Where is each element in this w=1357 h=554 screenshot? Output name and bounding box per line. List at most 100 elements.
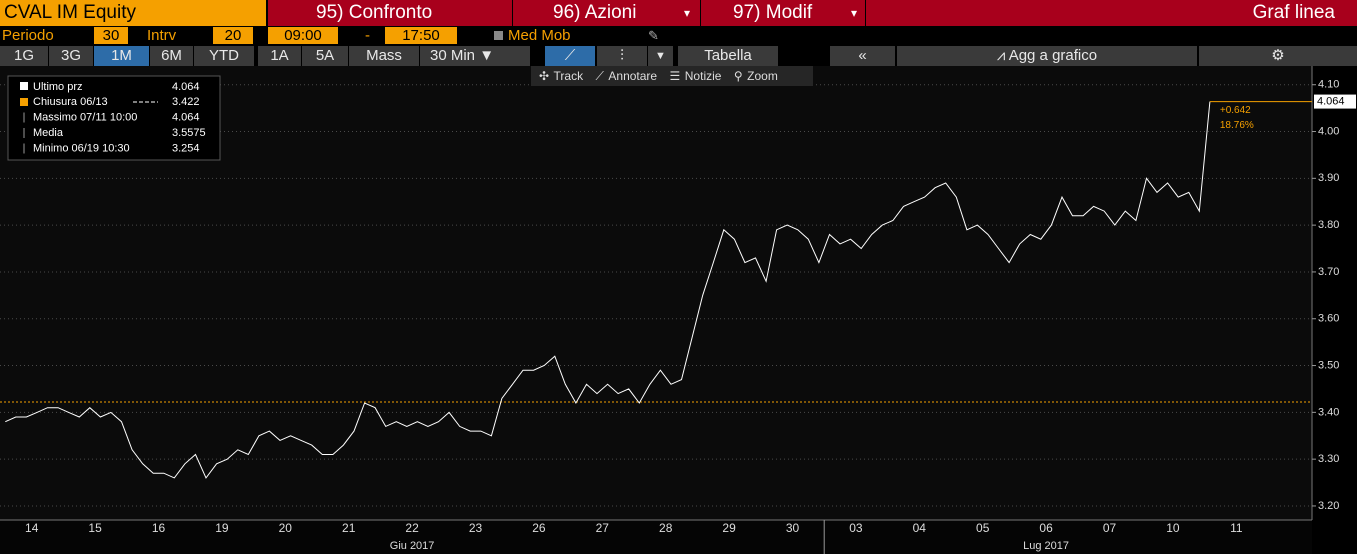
range-button[interactable]: 1G (0, 46, 48, 66)
dropdown[interactable]: ▼ (648, 46, 673, 66)
period-input[interactable]: 30 (94, 27, 128, 44)
menu-item[interactable]: 96) Azioni (553, 2, 637, 23)
y-tick-label: 4.10 (1318, 79, 1339, 91)
tool-icon: ✣ (539, 69, 550, 83)
legend-label: Minimo 06/19 10:30 (33, 142, 130, 154)
bar-size-label: 30 Min (430, 47, 476, 64)
range-separator: - (365, 27, 370, 44)
x-tick-label: 21 (342, 521, 356, 535)
range-button[interactable]: Mass (349, 46, 419, 66)
pencil-icon[interactable]: ✎ (648, 28, 659, 43)
tool-icon: ⟋ (595, 69, 604, 83)
legend-label: Media (33, 127, 64, 139)
line-chart-button[interactable]: ⟋ (545, 46, 595, 66)
checkbox[interactable] (494, 31, 503, 40)
y-tick-label: 3.30 (1318, 453, 1339, 465)
legend-label: Ultimo prz (33, 81, 83, 93)
range-button[interactable]: 3G (49, 46, 93, 66)
end-input[interactable]: 17:50 (385, 27, 457, 44)
menu-bar (268, 0, 1357, 26)
dropdown-arrow: ▾ (684, 6, 691, 20)
x-axis-background (0, 520, 1312, 554)
settings-button[interactable]: ⚙ (1199, 46, 1357, 66)
legend: Ultimo prz 4.064 Chiusura 06/13 3.422 Massim… (7, 75, 221, 161)
x-tick-label: 04 (913, 521, 927, 535)
y-tick-label: 3.20 (1318, 500, 1339, 512)
x-tick-label: 19 (215, 521, 229, 535)
start-input[interactable]: 09:00 (268, 27, 338, 44)
chart-tools: ✣ Track ⟋ Annotare ☰ Notizie ⚲ Zoom (531, 66, 813, 86)
x-tick-label: 07 (1103, 521, 1117, 535)
last-price-tag (1314, 94, 1356, 109)
y-tick-label: 3.90 (1318, 172, 1339, 184)
legend-label: Chiusura 06/13 (33, 96, 108, 108)
legend-value: 4.064 (172, 111, 200, 123)
tool-icon: ⚲ (733, 69, 743, 83)
chart-style-button[interactable]: ⫶ (597, 46, 647, 66)
legend-value: 3.422 (172, 96, 200, 108)
dropdown-arrow: ▾ (851, 6, 858, 20)
x-tick-label: 23 (469, 521, 483, 535)
change-pct-label: 18.76% (1220, 120, 1254, 131)
legend-value: 4.064 (172, 81, 200, 93)
range-button-selected[interactable]: 1M (94, 46, 149, 66)
add-to-chart-button[interactable]: ⩘ Agg a grafico (897, 46, 1197, 66)
x-tick-label: 16 (152, 521, 166, 535)
range-button[interactable]: 5A (302, 46, 348, 66)
moving-avg[interactable]: Med Mob (508, 27, 571, 44)
tool-annotate[interactable]: Annotare (608, 69, 658, 83)
legend-swatch (20, 98, 28, 106)
x-tick-label: 10 (1166, 521, 1180, 535)
menu-item[interactable]: 95) Confronto (316, 2, 433, 23)
y-tick-label: 3.50 (1318, 359, 1339, 371)
x-tick-label: 05 (976, 521, 990, 535)
price-line (5, 101, 1211, 479)
separator (512, 0, 513, 26)
tool-news[interactable]: Notizie (684, 69, 722, 83)
y-tick-label: 3.80 (1318, 219, 1339, 231)
change-label: +0.642 (1220, 105, 1251, 116)
y-tick-label: 3.60 (1318, 313, 1339, 325)
legend-label: Massimo 07/11 10:00 (33, 111, 137, 123)
menu-item[interactable]: 97) Modif (733, 2, 813, 23)
period-label: Periodo (2, 27, 54, 44)
collapse-button[interactable]: « (830, 46, 895, 66)
tool-track[interactable]: Track (553, 69, 584, 83)
x-tick-label: 06 (1039, 521, 1053, 535)
range-button[interactable]: YTD (194, 46, 254, 66)
month-label: Giu 2017 (390, 540, 435, 552)
legend-value: 3.5575 (172, 127, 206, 139)
x-tick-label: 27 (596, 521, 610, 535)
interval-label: Intrv (147, 27, 177, 44)
view-title: Graf linea (1252, 2, 1335, 23)
range-button[interactable]: 6M (150, 46, 193, 66)
y-tick-label: 4.00 (1318, 125, 1339, 137)
x-tick-label: 11 (1230, 521, 1243, 535)
table-button[interactable]: Tabella (678, 46, 778, 66)
x-tick-label: 03 (849, 521, 863, 535)
axis-background (1312, 66, 1357, 554)
legend-box (7, 75, 221, 161)
separator (700, 0, 701, 26)
bar-size[interactable]: 30 Min ▼ (420, 46, 530, 66)
y-tick-label: 3.40 (1318, 406, 1339, 418)
x-tick-label: 26 (532, 521, 546, 535)
security-field[interactable]: CVAL IM Equity (0, 0, 266, 26)
separator (865, 0, 866, 26)
x-tick-label: 28 (659, 521, 673, 535)
add-label: Agg a grafico (1008, 47, 1098, 64)
tool-zoom[interactable]: Zoom (747, 69, 778, 83)
x-tick-label: 15 (88, 521, 102, 535)
tool-icon: ☰ (669, 69, 681, 83)
legend-swatch (20, 82, 28, 90)
range-button[interactable]: 1A (258, 46, 301, 66)
x-tick-label: 14 (25, 521, 39, 535)
x-tick-label: 29 (722, 521, 736, 535)
last-price-label: 4.064 (1317, 95, 1345, 107)
interval-input[interactable]: 20 (213, 27, 253, 44)
x-tick-label: 20 (279, 521, 293, 535)
legend-value: 3.254 (172, 142, 200, 154)
x-tick-label: 22 (405, 521, 419, 535)
